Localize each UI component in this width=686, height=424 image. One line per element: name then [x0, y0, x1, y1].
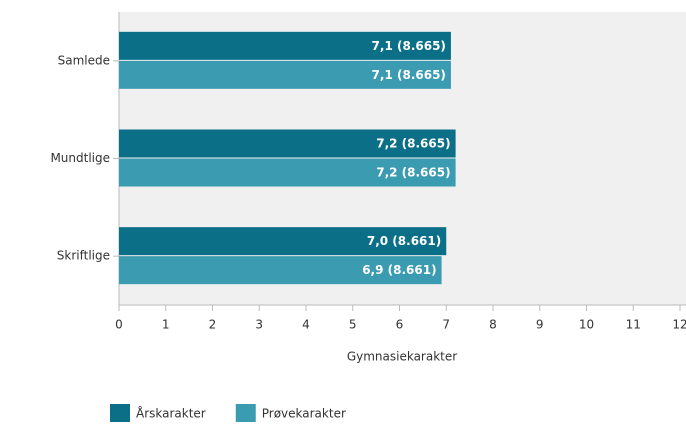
x-tick-label: 4 — [302, 318, 310, 332]
y-tick-label: Mundtlige — [50, 151, 110, 165]
x-tick-label: 9 — [536, 318, 544, 332]
value-label: 6,9 (8.661) — [362, 263, 436, 277]
value-label: 7,2 (8.665) — [376, 137, 450, 151]
x-tick-label: 0 — [115, 318, 123, 332]
x-tick-label: 8 — [489, 318, 497, 332]
y-tick-label: Samlede — [58, 53, 110, 67]
value-label: 7,0 (8.661) — [367, 234, 441, 248]
legend-swatch — [110, 404, 130, 422]
value-label: 7,1 (8.665) — [372, 68, 446, 82]
value-label: 7,2 (8.665) — [376, 166, 450, 180]
x-tick-label: 11 — [626, 318, 641, 332]
y-tick-label: Skriftlige — [57, 249, 110, 263]
x-tick-label: 3 — [255, 318, 263, 332]
bar — [119, 31, 451, 60]
legend-swatch — [235, 404, 256, 422]
x-tick-label: 10 — [579, 318, 594, 332]
legend-label: Prøvekarakter — [262, 407, 346, 421]
x-tick-label: 1 — [162, 318, 170, 332]
x-tick-label: 7 — [442, 318, 450, 332]
bar — [119, 256, 442, 285]
x-tick-label: 2 — [209, 318, 217, 332]
x-tick-label: 6 — [396, 318, 404, 332]
bar — [119, 129, 456, 158]
bar — [119, 158, 456, 187]
bar — [119, 227, 447, 256]
x-axis-label: Gymnasiekarakter — [347, 350, 457, 364]
legend-label: Årskarakter — [136, 406, 206, 421]
value-label: 7,1 (8.665) — [372, 39, 446, 53]
x-tick-label: 5 — [349, 318, 357, 332]
bar — [119, 60, 451, 89]
x-tick-label: 12 — [672, 318, 686, 332]
